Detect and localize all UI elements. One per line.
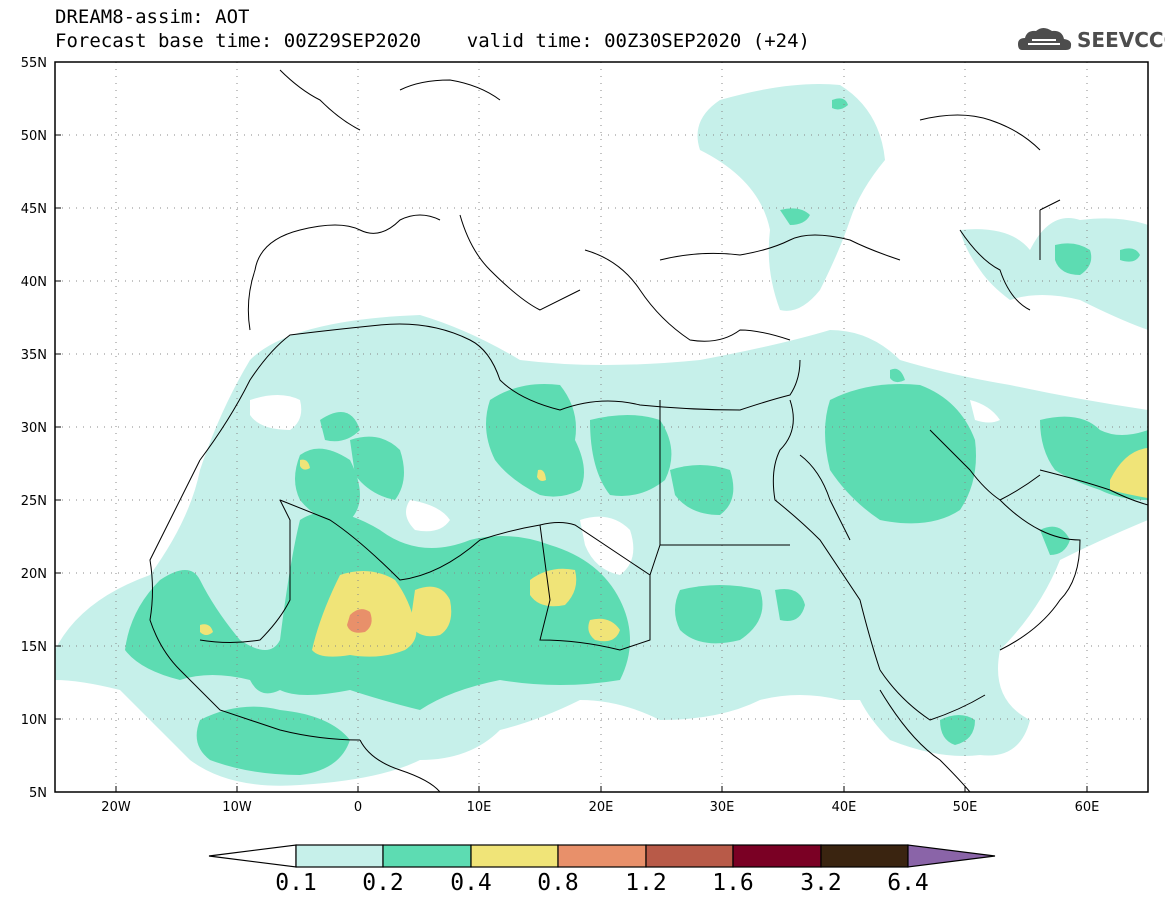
lon-label: 40E [832,800,857,815]
lon-label: 10W [222,800,252,815]
lat-label: 45N [21,202,47,217]
colorbar-swatch-3.2 [820,844,909,868]
color-bar [208,844,996,868]
lon-label: 20W [101,800,131,815]
forecast-times: Forecast base time: 00Z29SEP2020 valid t… [55,30,810,52]
lon-label: 30E [710,800,735,815]
colorbar-label: 1.6 [712,870,754,896]
colorbar-swatch-0.4 [470,844,559,868]
lon-labels: 20W 10W 0 10E 20E 30E 40E 50E 60E [101,800,1099,815]
colorbar-swatch-0.2 [382,844,472,868]
lat-label: 40N [21,275,47,290]
lat-label: 55N [21,56,47,71]
lon-label: 0 [354,800,362,815]
lat-label: 30N [21,421,47,436]
lat-label: 50N [21,129,47,144]
colorbar-above-triangle [907,844,996,868]
map-title: DREAM8-assim: AOT [55,6,250,28]
cloud-logo-icon [1018,28,1072,50]
lon-label: 50E [953,800,978,815]
lat-label: 15N [21,640,47,655]
logo-text: SEEVCCC [1077,28,1165,52]
aot-level-0.8 [347,609,372,633]
colorbar-swatch-1.2 [645,844,734,868]
colorbar-label: 3.2 [800,870,842,896]
lat-label: 25N [21,494,47,509]
colorbar-label: 0.8 [537,870,579,896]
coastlines [149,69,1148,792]
aot-field [55,62,1148,792]
colorbar-swatch-0.8 [557,844,647,868]
lat-labels: 55N 50N 45N 40N 35N 30N 25N 20N 15N 10N … [21,56,47,801]
colorbar-label: 0.1 [275,870,317,896]
lon-label: 20E [589,800,614,815]
colorbar-swatch-0.1 [295,844,384,868]
lat-label: 35N [21,348,47,363]
lat-label: 20N [21,567,47,582]
colorbar-below-triangle [208,844,297,868]
colorbar-label: 1.2 [625,870,667,896]
lon-label: 10E [467,800,492,815]
colorbar-swatch-1.6 [732,844,822,868]
colorbar-label: 0.4 [450,870,492,896]
lon-label: 60E [1075,800,1100,815]
lat-label: 10N [21,713,47,728]
lat-label: 5N [29,786,47,801]
colorbar-label: 0.2 [362,870,404,896]
axis-ticks [55,134,1088,792]
colorbar-label: 6.4 [887,870,929,896]
